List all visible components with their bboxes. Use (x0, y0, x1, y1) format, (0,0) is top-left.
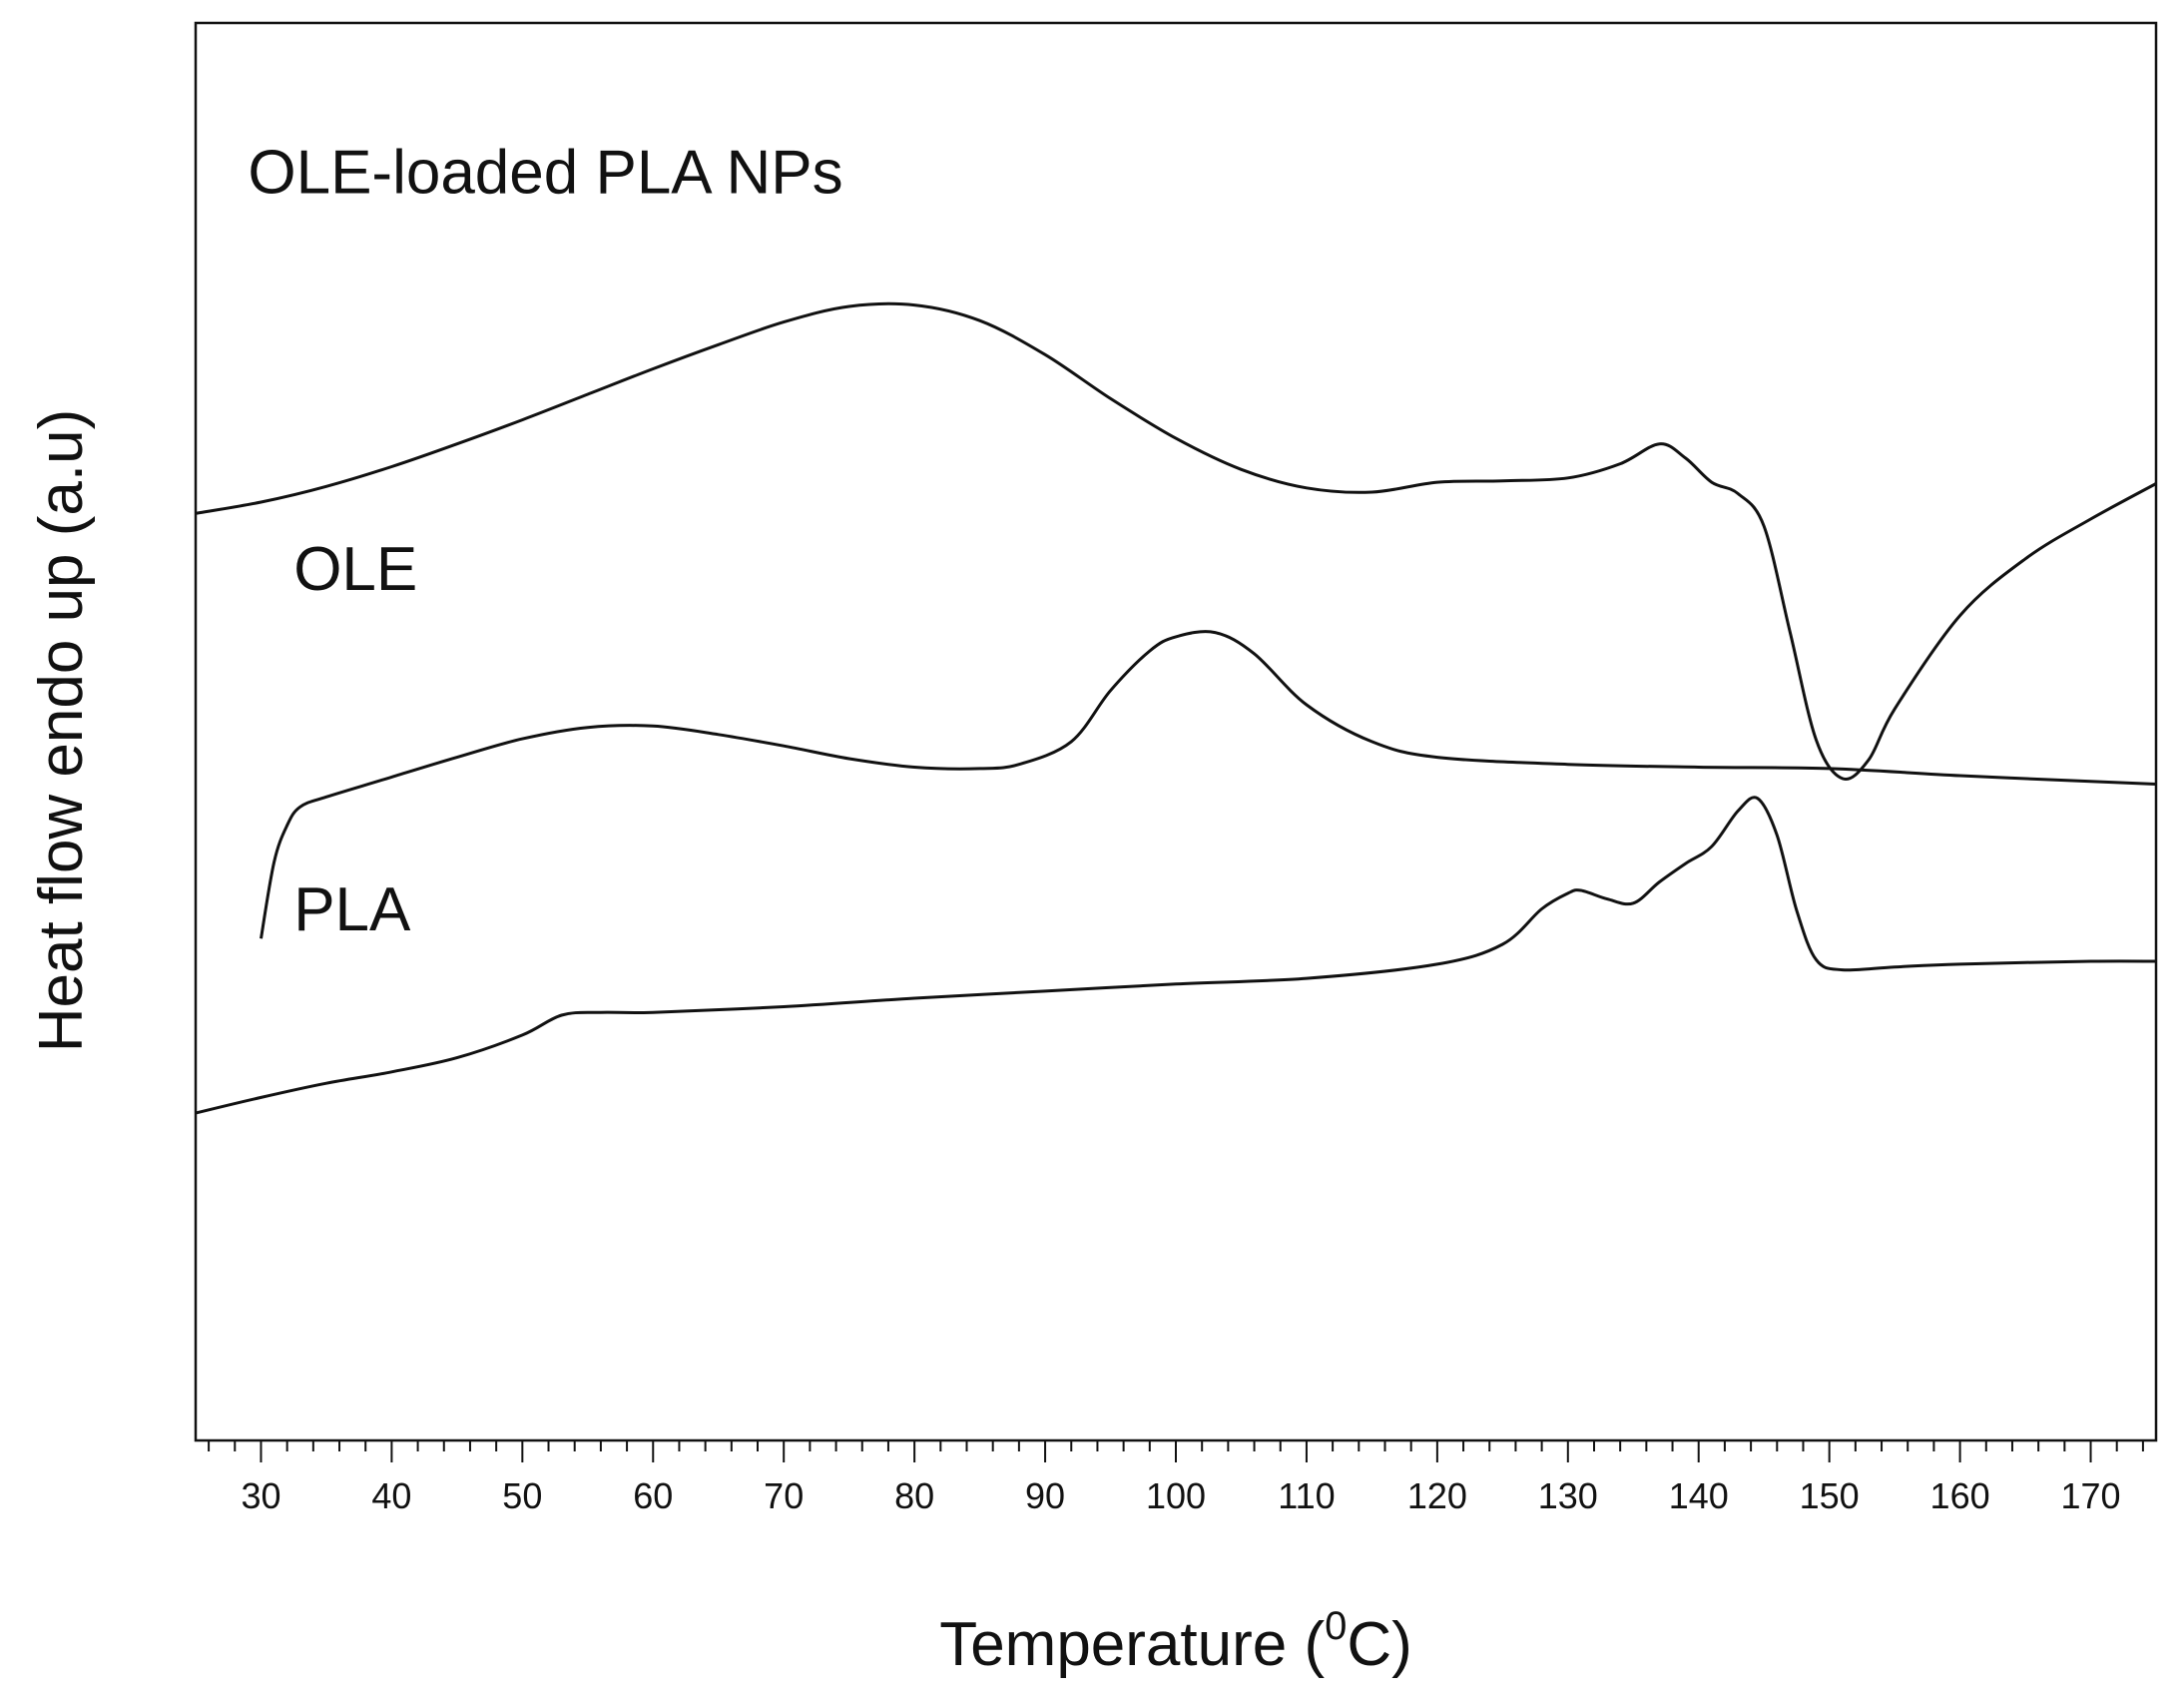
series-line-ole-loaded-pla-nps (195, 301, 2157, 782)
x-tick-label: 140 (1669, 1475, 1729, 1516)
x-tick-label: 120 (1407, 1475, 1467, 1516)
x-tick-label: 60 (633, 1475, 673, 1516)
series-label-pla: PLA (293, 875, 411, 944)
x-tick-label: 130 (1538, 1475, 1598, 1516)
plot-frame (194, 21, 2158, 1442)
x-tick-label: 40 (371, 1475, 411, 1516)
x-axis-tick-labels: 30 40 50 60 70 80 90 100 110 120 130 140 150 160 170 (241, 1475, 2120, 1516)
series-labels: OLE-loaded PLA NPs OLE PLA (248, 138, 842, 943)
x-tick-label: 160 (1930, 1475, 1990, 1516)
x-tick-label: 110 (1278, 1475, 1335, 1516)
series-line-ole (260, 630, 2157, 939)
x-tick-label: 90 (1025, 1475, 1065, 1516)
x-tick-label: 150 (1800, 1475, 1860, 1516)
x-tick-label: 70 (764, 1475, 804, 1516)
x-tick-label: 30 (241, 1475, 280, 1516)
series-label-ole: OLE (293, 535, 417, 604)
x-tick-label: 100 (1146, 1475, 1206, 1516)
x-tick-label: 170 (2060, 1475, 2120, 1516)
x-tick-label: 50 (502, 1475, 542, 1516)
y-axis-title: Heat flow endo up (a.u) (27, 409, 96, 1053)
series-lines (195, 301, 2157, 1115)
x-axis-ticks (208, 1440, 2144, 1462)
x-tick-label: 80 (894, 1475, 934, 1516)
x-axis-title: Temperature (0C) (939, 1604, 1412, 1679)
series-label-ole-loaded-pla-nps: OLE-loaded PLA NPs (248, 138, 842, 207)
series-line-pla (195, 796, 2157, 1115)
